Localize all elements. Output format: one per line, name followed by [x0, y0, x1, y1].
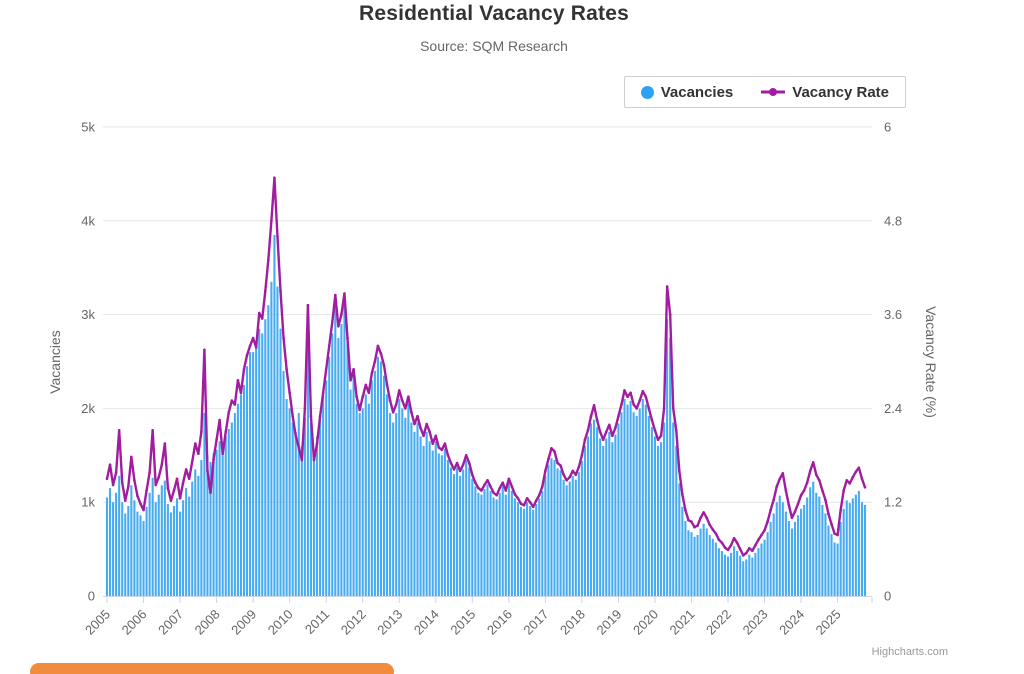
line-dot-icon	[761, 88, 786, 96]
vacancies-series	[105, 234, 867, 597]
y-axis-label-left: 5k	[81, 120, 95, 135]
chart-title: Residential Vacancy Rates	[359, 2, 629, 25]
x-axis-label: 2014	[411, 607, 442, 638]
x-axis-label: 2023	[740, 607, 771, 638]
x-axis-label: 2021	[667, 607, 698, 638]
x-axis-label: 2013	[374, 607, 405, 638]
y-axis-label-right: 0	[884, 589, 891, 604]
orange-overlay-button[interactable]	[30, 663, 394, 674]
x-axis-label: 2017	[520, 607, 551, 638]
legend-label-vacancies: Vacancies	[660, 83, 734, 101]
y-axis-label-left: 3k	[81, 307, 95, 322]
y-axis-label-left: 0	[88, 589, 95, 604]
x-axis-label: 2006	[119, 607, 150, 638]
x-axis-label: 2025	[813, 607, 844, 638]
x-axis-label: 2008	[192, 607, 223, 638]
x-axis-label: 2016	[484, 607, 515, 638]
vacancy-rate-line	[105, 176, 867, 557]
x-axis-label: 2024	[776, 607, 807, 638]
x-axis-label: 2015	[447, 607, 478, 638]
vacancy-rate-markers	[105, 176, 867, 557]
legend-item-vacancies[interactable]: Vacancies	[640, 83, 734, 101]
x-axis-label: 2022	[703, 607, 734, 638]
legend-line-dot	[769, 88, 778, 96]
y-axis-label-left: 4k	[81, 213, 95, 228]
x-axis-label: 2019	[593, 607, 624, 638]
chart-subtitle: Source: SQM Research	[420, 38, 568, 54]
y-axis-label-right: 2.4	[884, 401, 902, 416]
circle-icon	[640, 85, 654, 99]
y-axis-label-left: 1k	[81, 495, 95, 510]
x-axis-label: 2011	[302, 607, 332, 637]
highcharts-credits-link[interactable]: Highcharts.com	[871, 646, 948, 658]
x-axis-label: 2012	[338, 607, 369, 638]
y-axis-label-right: 1.2	[884, 495, 902, 510]
x-axis-label: 2018	[557, 607, 588, 638]
legend-label-vacancy-rate: Vacancy Rate	[792, 83, 889, 101]
y-axis-label-right: 6	[884, 120, 891, 135]
x-axis-label: 2020	[630, 607, 661, 638]
legend-item-vacancy-rate[interactable]: Vacancy Rate	[761, 84, 889, 101]
y-axis-label-right: 4.8	[884, 213, 902, 228]
y-axis-label-left: 2k	[81, 401, 95, 416]
x-axis-label: 2009	[228, 607, 259, 638]
chart-legend: Vacancies Vacancy Rate	[623, 76, 906, 108]
x-axis-label: 2007	[155, 607, 186, 638]
y-axis-label-right: 3.6	[884, 307, 902, 322]
x-axis-label: 2010	[265, 607, 296, 638]
x-axis-label: 2005	[82, 607, 113, 638]
